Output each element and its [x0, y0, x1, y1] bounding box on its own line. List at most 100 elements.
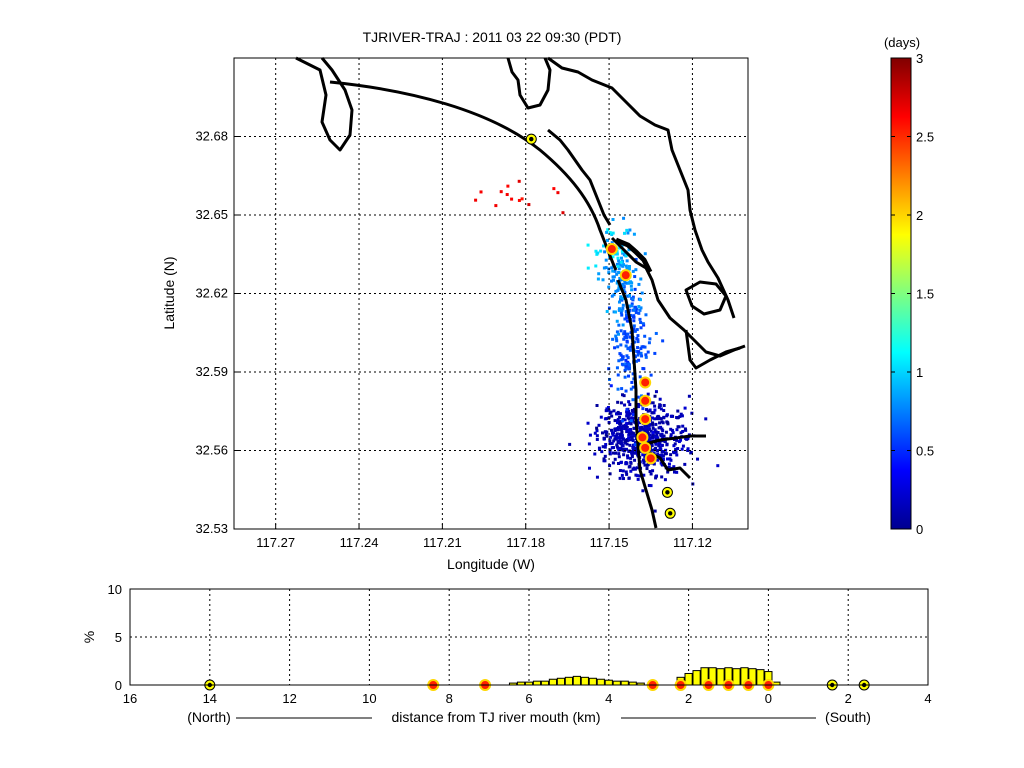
- particle: [660, 463, 664, 467]
- particle: [661, 454, 665, 458]
- particle: [616, 387, 620, 391]
- particle: [635, 466, 639, 470]
- particle: [679, 431, 683, 435]
- particle: [602, 436, 606, 440]
- particle: [628, 348, 632, 352]
- particle: [635, 451, 639, 455]
- particle: [661, 339, 665, 343]
- particle: [627, 363, 631, 367]
- particle: [649, 429, 653, 433]
- map-marker-red: [605, 243, 618, 256]
- particle: [630, 455, 634, 459]
- colorbar-tick-label: 0: [916, 522, 923, 537]
- particle: [602, 266, 606, 270]
- particle: [640, 354, 644, 358]
- particle: [597, 272, 601, 276]
- particle: [632, 232, 636, 236]
- particle: [614, 412, 618, 416]
- particle: [634, 268, 638, 272]
- map-marker-red: [619, 269, 632, 282]
- particle: [624, 447, 628, 451]
- particle: [596, 277, 600, 281]
- particle: [632, 319, 636, 323]
- particle: [630, 451, 634, 455]
- histogram-ytick-label: 10: [108, 582, 122, 597]
- particle: [618, 297, 622, 301]
- particle: [641, 407, 645, 411]
- particle: [647, 483, 651, 487]
- particle: [650, 435, 654, 439]
- particle: [630, 288, 634, 292]
- particle: [611, 337, 615, 341]
- particle: [608, 442, 612, 446]
- histogram-bar: [564, 676, 573, 686]
- particle: [595, 404, 599, 408]
- map-xtick-label: 117.21: [423, 535, 462, 550]
- particle: [648, 433, 652, 437]
- particle: [637, 282, 641, 286]
- map-marker-red: [644, 452, 657, 465]
- particle: [616, 417, 620, 421]
- particle: [613, 310, 617, 314]
- particle: [620, 308, 624, 312]
- histogram-ticks: 16 14 12 10 8 6 4 2 0 2 4 0 5 10: [108, 582, 932, 706]
- particle: [675, 438, 679, 442]
- particle: [617, 308, 621, 312]
- particle: [616, 256, 620, 260]
- particle: [659, 425, 663, 429]
- particle: [621, 469, 625, 473]
- particle: [672, 470, 676, 474]
- particle: [633, 458, 637, 462]
- particle: [608, 448, 612, 452]
- particle: [618, 469, 622, 473]
- particle: [510, 197, 514, 201]
- particle: [639, 351, 643, 355]
- particle: [618, 436, 622, 440]
- particle: [660, 427, 664, 431]
- particle: [595, 475, 599, 479]
- colorbar-tick-label: 3: [916, 51, 923, 66]
- particle: [605, 430, 609, 434]
- particle: [626, 346, 630, 350]
- particle: [603, 250, 607, 254]
- particle: [650, 444, 654, 448]
- particle: [630, 436, 634, 440]
- particle: [624, 422, 628, 426]
- particle: [649, 472, 653, 476]
- particle: [660, 475, 664, 479]
- particle: [618, 441, 622, 445]
- particle: [620, 244, 624, 248]
- particle: [658, 403, 662, 407]
- particle: [633, 287, 637, 291]
- particle: [681, 429, 685, 433]
- particle: [689, 450, 693, 454]
- particle: [640, 291, 644, 295]
- particle: [664, 430, 668, 434]
- particle: [659, 417, 663, 421]
- particle: [632, 327, 636, 331]
- particle: [631, 385, 635, 389]
- histogram-xtick-label: 0: [765, 691, 772, 706]
- particle: [610, 414, 614, 418]
- particle: [652, 462, 656, 466]
- particle: [653, 428, 657, 432]
- histogram-ylabel: %: [81, 631, 97, 643]
- particle: [614, 252, 618, 256]
- particle: [633, 451, 637, 455]
- particle: [614, 337, 618, 341]
- particle: [627, 264, 631, 268]
- map-ytick-label: 32.62: [195, 286, 228, 301]
- particle: [659, 433, 663, 437]
- particle: [631, 443, 635, 447]
- particle: [618, 476, 622, 480]
- particle: [620, 434, 624, 438]
- particle: [628, 403, 632, 407]
- particle: [652, 411, 656, 415]
- particle: [631, 431, 635, 435]
- particle: [622, 332, 626, 336]
- particle: [645, 467, 649, 471]
- particle: [619, 358, 623, 362]
- particle: [631, 295, 635, 299]
- particle: [639, 320, 643, 324]
- particle: [624, 281, 628, 285]
